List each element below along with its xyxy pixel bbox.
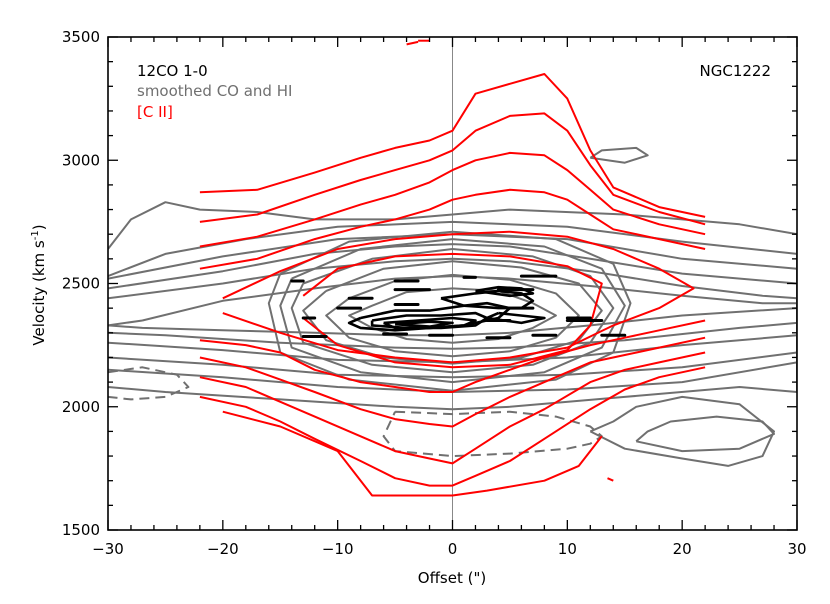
smoothed-solid-contour-11 bbox=[108, 201, 797, 411]
smoothed-solid-contour-12 bbox=[589, 395, 775, 467]
cii_small-solid-contour-1 bbox=[607, 477, 614, 482]
cii-solid-contour-6 bbox=[199, 319, 706, 393]
cii_small-solid-contour-0 bbox=[406, 40, 419, 46]
plot-area bbox=[108, 37, 797, 530]
y-axis-title-close: ) bbox=[30, 224, 48, 230]
smoothed-dashed-contour-0 bbox=[108, 366, 190, 401]
co-solid-contour-3 bbox=[395, 320, 454, 328]
cii-solid-contour-2 bbox=[199, 151, 706, 248]
smoothed-solid-contour-13 bbox=[635, 415, 775, 453]
plot-frame bbox=[107, 36, 798, 531]
y-axis-title-superscript: -1 bbox=[30, 230, 41, 240]
x-tick-label: 30 bbox=[787, 540, 806, 558]
y-axis-title-main: Velocity (km s bbox=[30, 240, 48, 346]
co-solid-contour-6 bbox=[485, 311, 546, 325]
smoothed-solid-contour-4 bbox=[279, 238, 626, 384]
cii-solid-contour-10 bbox=[222, 410, 603, 497]
smoothed-solid-contour-7 bbox=[108, 257, 797, 350]
y-tick-label: 1500 bbox=[62, 521, 100, 539]
x-tick-label: −10 bbox=[322, 540, 354, 558]
legend-smoothed-label: smoothed CO and HI bbox=[137, 82, 292, 100]
cii-solid-contour-3 bbox=[199, 188, 706, 270]
smoothed-solid-contour-6 bbox=[108, 275, 797, 337]
chart-title: NGC1222 bbox=[700, 62, 772, 80]
smoothed-solid-contour-2 bbox=[302, 260, 603, 365]
cii-solid-contour-5 bbox=[302, 252, 603, 369]
cii-solid-contour-0 bbox=[199, 73, 706, 218]
y-tick-label: 3000 bbox=[62, 151, 100, 169]
cii-solid-contour-4 bbox=[222, 230, 695, 364]
y-tick-label: 3500 bbox=[62, 28, 100, 46]
cii-solid-contour-7 bbox=[199, 336, 706, 428]
smoothed-solid-contour-10 bbox=[108, 220, 797, 393]
smoothed-solid-contour-14 bbox=[589, 146, 649, 164]
legend-cii-label: [C II] bbox=[137, 103, 173, 121]
tick-labels: −30 −20 −10 0 10 20 30 1500 2000 2500 3000 3500 bbox=[62, 28, 807, 558]
smoothed-solid-contour-9 bbox=[108, 233, 797, 379]
smoothed-solid-contour-1 bbox=[325, 273, 580, 358]
x-tick-label: 10 bbox=[558, 540, 577, 558]
cii-solid-contour-1 bbox=[199, 112, 706, 226]
x-tick-label: −20 bbox=[207, 540, 239, 558]
legend-co-label: 12CO 1-0 bbox=[137, 62, 208, 80]
cii-solid-contour-9 bbox=[199, 366, 706, 487]
y-axis-title: Velocity (km s-1) bbox=[30, 224, 48, 345]
y-tick-label: 2500 bbox=[62, 275, 100, 293]
co-solid-contour-0 bbox=[347, 301, 512, 332]
x-tick-label: 0 bbox=[448, 540, 458, 558]
x-tick-label: 20 bbox=[673, 540, 692, 558]
smoothed-solid-contour-8 bbox=[108, 243, 797, 364]
x-axis-title: Offset (") bbox=[418, 569, 486, 587]
y-tick-label: 2000 bbox=[62, 398, 100, 416]
cii-solid-contour-8 bbox=[199, 351, 706, 465]
co-solid-contour-2 bbox=[383, 316, 477, 330]
x-tick-label: −30 bbox=[92, 540, 124, 558]
